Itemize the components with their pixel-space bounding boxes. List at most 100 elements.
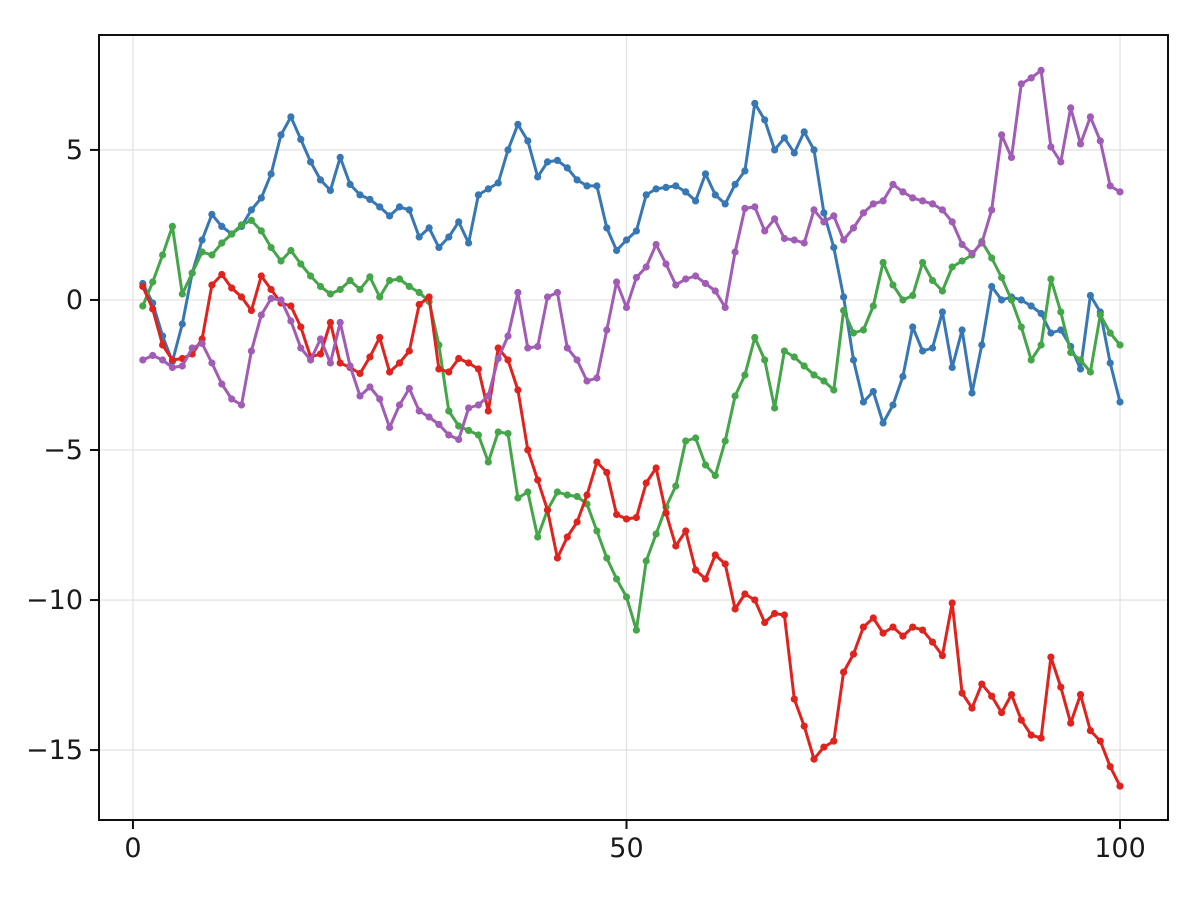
series-blue-marker xyxy=(425,224,433,232)
series-red-marker xyxy=(257,272,265,280)
series-green-marker xyxy=(484,458,492,466)
series-purple-marker xyxy=(149,351,157,360)
series-green-marker xyxy=(632,626,641,634)
series-purple-marker xyxy=(632,273,641,282)
series-green-marker xyxy=(247,216,255,224)
series-red-marker xyxy=(988,692,996,700)
series-blue-marker xyxy=(504,146,512,154)
series-purple-marker xyxy=(1076,140,1085,148)
series-red-marker xyxy=(445,368,453,376)
series-blue-marker xyxy=(780,134,789,142)
x-tick-label: 50 xyxy=(609,833,643,864)
series-purple-markers xyxy=(139,66,1124,444)
series-blue-marker xyxy=(928,344,937,352)
series-purple-marker xyxy=(376,395,384,403)
series-purple-marker xyxy=(958,240,966,249)
series-green-marker xyxy=(277,257,285,265)
series-blue-marker xyxy=(297,135,305,143)
series-red-marker xyxy=(1057,683,1065,691)
series-green-marker xyxy=(938,287,947,295)
series-green-marker xyxy=(849,329,858,337)
series-blue-marker xyxy=(741,167,749,175)
series-red-marker xyxy=(998,709,1006,717)
series-blue-marker xyxy=(1106,359,1114,367)
series-red-marker xyxy=(484,407,492,415)
series-red-marker xyxy=(543,506,552,514)
series-red-marker xyxy=(1116,782,1124,790)
series-green-marker xyxy=(465,426,473,435)
series-green-marker xyxy=(514,494,522,502)
series-green-marker xyxy=(1007,296,1016,304)
series-red-marker xyxy=(1017,716,1025,724)
series-blue-marker xyxy=(731,180,739,188)
series-red-marker xyxy=(553,554,562,562)
y-tick-label: −10 xyxy=(26,585,83,616)
series-red-marker xyxy=(455,354,463,363)
series-red-marker xyxy=(228,284,236,292)
series-red-marker xyxy=(465,359,473,367)
series-green-marker xyxy=(790,353,798,361)
series-green-marker xyxy=(948,263,956,271)
series-green-marker xyxy=(731,392,739,400)
series-red-marker xyxy=(761,618,769,627)
series-purple-marker xyxy=(810,206,818,214)
series-red-marker xyxy=(405,347,413,355)
series-green-marker xyxy=(622,593,631,601)
series-purple-marker xyxy=(593,374,601,382)
series-purple-marker xyxy=(1106,182,1114,190)
series-red-marker xyxy=(642,479,650,487)
series-red-marker xyxy=(376,333,384,342)
series-green-marker xyxy=(652,530,660,538)
series-blue-marker xyxy=(879,419,887,427)
series-red-marker xyxy=(613,510,621,519)
series-purple-marker xyxy=(356,392,364,400)
series-blue-marker xyxy=(622,236,631,244)
series-green-marker xyxy=(919,258,927,267)
series-green-marker xyxy=(1027,356,1035,364)
series-purple-marker xyxy=(820,218,828,226)
series-red-marker xyxy=(563,533,571,541)
series-blue-marker xyxy=(514,120,522,128)
series-purple-line xyxy=(141,68,1122,441)
series-purple-marker xyxy=(622,303,631,312)
series-red-marker xyxy=(336,359,344,367)
series-purple-marker xyxy=(613,278,621,286)
series-red-marker xyxy=(1067,719,1075,727)
series-green-marker xyxy=(346,276,354,285)
series-red-marker xyxy=(494,344,502,352)
series-blue-marker xyxy=(287,113,295,121)
series-purple-marker xyxy=(721,303,729,312)
series-red-marker xyxy=(139,282,147,291)
series-red-marker xyxy=(701,575,710,583)
series-red-marker xyxy=(1106,763,1114,771)
series-purple-marker xyxy=(751,203,759,211)
series-purple-marker xyxy=(395,401,404,409)
series-red-marker xyxy=(474,365,482,373)
series-purple-marker xyxy=(1057,158,1065,166)
series-red-markers xyxy=(139,270,1124,790)
series-purple-marker xyxy=(909,194,917,202)
series-purple-marker xyxy=(386,423,394,432)
series-purple-marker xyxy=(1086,113,1094,121)
series-green-marker xyxy=(376,293,384,301)
series-blue-marker xyxy=(820,209,828,217)
series-purple-marker xyxy=(830,212,838,220)
series-blue-marker xyxy=(790,149,798,157)
series-blue-marker xyxy=(218,222,226,230)
series-red-marker xyxy=(741,590,749,598)
series-blue-marker xyxy=(247,206,255,214)
series-blue-marker xyxy=(899,372,907,381)
series-red-marker xyxy=(652,464,660,472)
series-purple-marker xyxy=(465,404,473,412)
series-purple-marker xyxy=(159,356,167,364)
series-red-marker xyxy=(297,323,305,331)
series-green-marker xyxy=(1116,341,1124,349)
series-green-marker xyxy=(800,362,808,370)
series-purple-marker xyxy=(859,209,868,217)
series-green-marker xyxy=(859,326,868,334)
series-blue-marker xyxy=(938,308,947,316)
series-purple-marker xyxy=(405,384,413,393)
y-tick-label: 5 xyxy=(66,135,83,166)
series-green-marker xyxy=(563,491,571,499)
series-red-marker xyxy=(1047,653,1055,661)
